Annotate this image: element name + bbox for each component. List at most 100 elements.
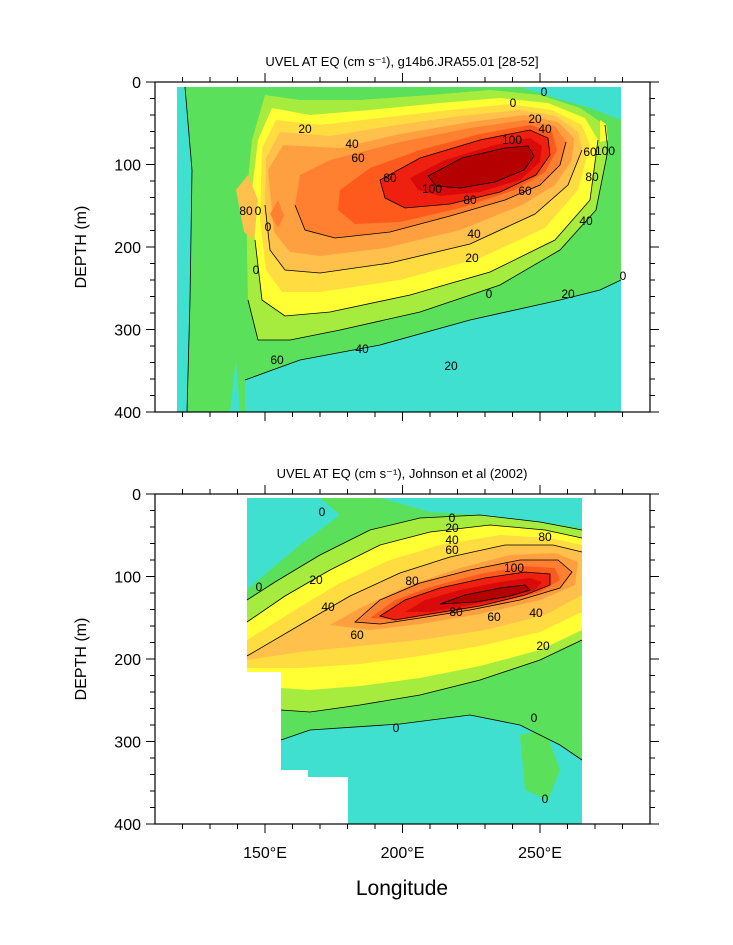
top-neg-sliver [230, 360, 240, 412]
top-ytick-label: 100 [114, 158, 141, 175]
bottom-contour-line-low20 [280, 639, 583, 713]
bottom-contour-label: 100 [504, 561, 524, 575]
top-contour-label: 80 [383, 171, 397, 185]
top-contour-60-patch [270, 200, 284, 228]
top-contour-line-0 [247, 124, 609, 341]
bottom-contour-line-60 [354, 559, 573, 625]
top-ytick-label: 300 [114, 323, 141, 340]
top-contour-field [177, 86, 622, 412]
top-panel: UVEL AT EQ (cm s⁻¹), g14b6.JRA55.01 [28-… [177, 54, 622, 412]
bottom-contour-label: 80 [405, 574, 419, 588]
top-neg-deep [245, 280, 621, 412]
top-contour-label: 0 [265, 220, 272, 234]
x-tick-label: 150°E [243, 845, 287, 862]
bottom-contour-field [246, 498, 583, 824]
top-contour-label: 60 [518, 184, 532, 198]
bottom-neg-northwest [247, 498, 340, 590]
top-contour-line-60 [294, 141, 567, 239]
bottom-contour-label: 60 [350, 628, 364, 642]
bottom-contour-line-100 [439, 584, 531, 605]
bottom-contour-line-0 [246, 514, 583, 601]
top-contour-label: 20 [465, 251, 479, 265]
x-tick-label: 200°E [381, 845, 425, 862]
top-contour-line-80 [379, 129, 551, 209]
bottom-ytick-label: 400 [114, 817, 141, 834]
top-contour-label: 20 [444, 359, 458, 373]
top-contour-label: 0 [486, 287, 493, 301]
bottom-neg-northeast [380, 498, 582, 528]
bottom-contour-label: 80 [538, 530, 552, 544]
bottom-contour-label: 0 [542, 792, 549, 806]
x-tick-label: 250°E [518, 845, 562, 862]
bottom-contour-label: 40 [529, 606, 543, 620]
top-contour-label: 80 [585, 170, 599, 184]
top-contour-label: 80 [239, 204, 253, 218]
top-contour-line-20 [254, 139, 599, 317]
top-neg-northeast [520, 87, 621, 120]
bottom-contour-line-80 [379, 571, 551, 621]
top-contour-label: 20 [528, 112, 542, 126]
top-contour-label: 0 [253, 263, 260, 277]
top-contour-100 [428, 146, 534, 188]
top-contour-label: 40 [467, 227, 481, 241]
top-ytick-label: 400 [114, 405, 141, 422]
top-contour-label: 100 [595, 144, 615, 158]
top-contour-label: 40 [355, 342, 369, 356]
bottom-pos-patch [520, 730, 560, 800]
top-contour-label: 0 [620, 269, 627, 283]
top-contour-label: 40 [538, 122, 552, 136]
top-contour-label: 0 [255, 204, 262, 218]
top-y-axis-label: DEPTH (m) [73, 206, 90, 289]
bottom-contour-label: 40 [321, 600, 335, 614]
top-contour-label: 20 [561, 287, 575, 301]
bottom-y-axis-label: DEPTH (m) [73, 618, 90, 701]
bottom-ytick-label: 100 [114, 570, 141, 587]
top-ytick-label: 0 [132, 75, 141, 92]
top-contour-40-patch [236, 175, 258, 240]
top-ytick-label: 200 [114, 240, 141, 257]
bottom-contour-label: 0 [319, 505, 326, 519]
bottom-contour-label: 40 [445, 533, 459, 547]
bottom-contour-line-low0 [280, 714, 583, 761]
bottom-contour-label: 60 [487, 610, 501, 624]
top-panel-title: UVEL AT EQ (cm s⁻¹), g14b6.JRA55.01 [28-… [265, 54, 538, 69]
x-axis-label: Longitude [356, 877, 448, 900]
bottom-contour-label: 0 [393, 721, 400, 735]
top-contour-label: 60 [270, 353, 284, 367]
bottom-ytick-label: 0 [132, 487, 141, 504]
bottom-ytick-label: 300 [114, 735, 141, 752]
top-contour-label: 60 [583, 145, 597, 159]
bottom-contour-100 [440, 585, 530, 604]
top-neg-west [177, 87, 192, 412]
top-contour-label: 40 [579, 214, 593, 228]
top-contour-label: 40 [345, 137, 359, 151]
bottom-panel: UVEL AT EQ (cm s⁻¹), Johnson et al (2002… [246, 466, 583, 824]
top-contour-label: 100 [502, 133, 522, 147]
top-contour-label: 20 [298, 122, 312, 136]
bottom-contour-label: 0 [256, 580, 263, 594]
bottom-contour-label: 0 [449, 511, 456, 525]
bottom-contour-label: 20 [309, 573, 323, 587]
bottom-contour-label: 0 [531, 711, 538, 725]
top-contour-label: 0 [510, 96, 517, 110]
top-contour-label: 100 [422, 182, 442, 196]
bottom-contour-line-20 [246, 524, 583, 623]
bottom-contour-label: 60 [445, 543, 459, 557]
bottom-ytick-label: 200 [114, 652, 141, 669]
top-contour-line-40 [264, 149, 583, 274]
bottom-contour-label: 20 [445, 521, 459, 535]
top-contour-label: 80 [463, 193, 477, 207]
bottom-contour-label: 80 [449, 605, 463, 619]
bottom-panel-title: UVEL AT EQ (cm s⁻¹), Johnson et al (2002… [277, 466, 528, 481]
top-contour-line-west [184, 86, 193, 412]
top-contour-line-neg [244, 279, 622, 381]
bottom-contour-label: 20 [536, 639, 550, 653]
top-contour-line-100 [427, 145, 535, 189]
bottom-contour-line-40 [246, 544, 583, 657]
top-contour-label: 0 [541, 85, 548, 99]
bottom-neg-deep [281, 715, 582, 824]
top-contour-label: 60 [351, 151, 365, 165]
